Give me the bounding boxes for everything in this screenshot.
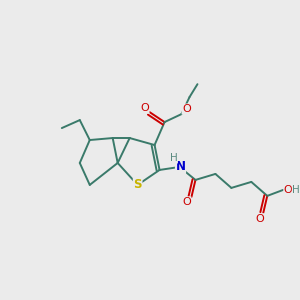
Text: H: H	[292, 185, 300, 195]
Text: O: O	[284, 185, 292, 195]
Text: S: S	[134, 178, 142, 191]
Text: O: O	[140, 103, 149, 113]
Text: O: O	[182, 104, 191, 114]
Text: O: O	[255, 214, 264, 224]
Text: O: O	[182, 197, 191, 207]
Text: N: N	[176, 160, 185, 173]
Text: H: H	[170, 153, 177, 163]
